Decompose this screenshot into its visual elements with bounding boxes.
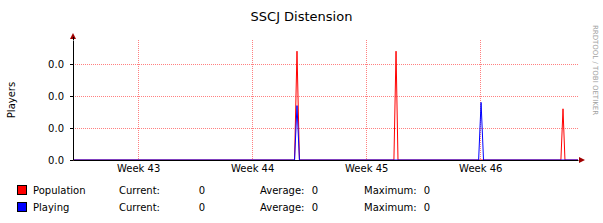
grid (73, 40, 578, 160)
y-axis-arrow-stem (73, 37, 74, 40)
y-grid-line (73, 96, 578, 97)
legend: Population Current: 0 Average: 0 Maximum: 0 Pla… (18, 185, 431, 213)
y-tick-mark (70, 96, 73, 97)
legend-stat-value: 0 (424, 185, 430, 196)
legend-stat-label: Current: (119, 185, 160, 196)
y-tick-label: 0.0 (48, 155, 64, 166)
y-tick-mark (70, 160, 73, 161)
legend-swatch (18, 203, 27, 212)
x-tick: Week 45 (345, 160, 388, 174)
y-grid-line (73, 128, 578, 129)
legend-label: Population (33, 185, 86, 196)
y-axis-title: Players (6, 82, 17, 118)
legend-stat-label: Maximum: (364, 202, 417, 213)
x-grid-line (252, 40, 253, 160)
legend-stat-value: 0 (199, 185, 205, 196)
y-tick-mark (70, 64, 73, 65)
legend-stat-label: Current: (119, 202, 160, 213)
credit: RRDTOOL / TOBI OETIKER (591, 25, 599, 115)
series-line (73, 51, 578, 160)
y-tick: 0.0 (48, 155, 73, 166)
y-tick: 0.0 (48, 123, 73, 134)
chart: SSCJ Distension RRDTOOL / TOBI OETIKER Pla… (0, 0, 603, 223)
x-grid-line (138, 40, 139, 160)
x-tick-label: Week 44 (231, 163, 274, 174)
series-line (73, 102, 578, 160)
y-tick: 0.0 (48, 91, 73, 102)
x-grid-line (480, 40, 481, 160)
legend-swatch (18, 186, 27, 195)
legend-stat-label: Average: (260, 202, 304, 213)
y-tick-label: 0.0 (48, 59, 64, 70)
y-tick-mark (70, 128, 73, 129)
legend-label: Playing (33, 202, 69, 213)
y-tick: 0.0 (48, 59, 73, 70)
y-axis: 0.0 0.0 0.0 0.0 (48, 41, 73, 166)
y-grid-line (73, 64, 578, 65)
x-axis-line (74, 160, 579, 161)
legend-stat-value: 0 (199, 202, 205, 213)
legend-stat-value: 0 (424, 202, 430, 213)
y-tick-label: 0.0 (48, 91, 64, 102)
x-tick: Week 43 (117, 160, 160, 174)
plot-area (73, 51, 578, 160)
legend-stat-value: 0 (312, 185, 318, 196)
x-tick-label: Week 45 (345, 163, 388, 174)
x-grid-line (366, 40, 367, 160)
x-tick-label: Week 43 (117, 163, 160, 174)
y-axis-line (73, 41, 74, 161)
x-tick: Week 46 (459, 160, 502, 174)
legend-stat-label: Average: (260, 185, 304, 196)
legend-stat-value: 0 (312, 202, 318, 213)
x-tick: Week 44 (231, 160, 274, 174)
title: SSCJ Distension (251, 9, 353, 24)
x-axis: Week 43 Week 44 Week 45 Week 46 (74, 160, 579, 174)
background (0, 0, 603, 223)
x-tick-label: Week 46 (459, 163, 502, 174)
x-axis-arrow (579, 157, 585, 163)
y-tick-label: 0.0 (48, 123, 64, 134)
y-axis-arrow (70, 33, 76, 39)
legend-stat-label: Maximum: (364, 185, 417, 196)
